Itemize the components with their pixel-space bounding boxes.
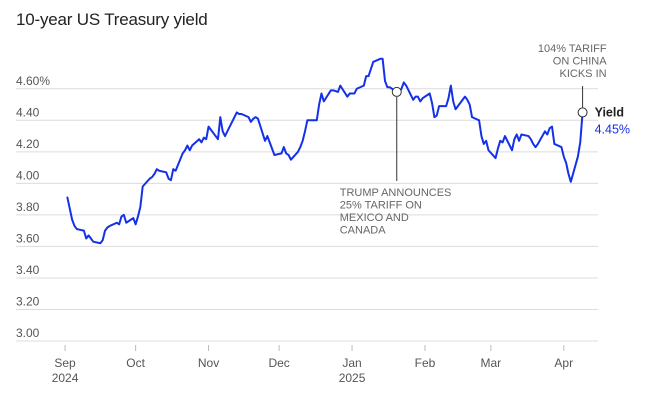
x-tick-year: 2025	[339, 371, 366, 385]
x-tick-label: Oct	[126, 356, 145, 370]
y-tick-label: 4.60%	[16, 74, 50, 88]
annotation-text: 104% TARIFF	[538, 43, 607, 55]
annotation-text: TRUMP ANNOUNCES	[340, 187, 452, 199]
x-tick-label: Feb	[415, 356, 436, 370]
y-tick-label: 3.00	[16, 326, 40, 340]
x-tick-label: Nov	[198, 356, 219, 370]
annotation-text: KICKS IN	[560, 68, 607, 80]
y-tick-label: 3.40	[16, 263, 40, 277]
chart-title: 10-year US Treasury yield	[16, 10, 208, 29]
x-tick-label: Mar	[481, 356, 502, 370]
annotation-marker	[577, 107, 588, 118]
annotation-text: CANADA	[340, 225, 387, 237]
end-label-name: Yield	[595, 105, 624, 119]
annotation-text: ON CHINA	[553, 56, 607, 68]
annotation-text: MEXICO AND	[340, 212, 409, 224]
y-tick-label: 4.20	[16, 137, 40, 151]
annotation-marker	[391, 86, 402, 97]
y-tick-label: 4.00	[16, 168, 40, 182]
gridlines	[16, 88, 598, 342]
x-tick-label: Dec	[268, 356, 289, 370]
series-line	[66, 57, 584, 245]
x-tick-label: Jan	[342, 356, 361, 370]
end-label-value: 4.45%	[595, 122, 630, 136]
annotation-text: 25% TARIFF ON	[340, 200, 422, 212]
y-tick-label: 3.60	[16, 231, 40, 245]
x-tick-year: 2024	[52, 371, 79, 385]
series-layer	[66, 57, 584, 245]
y-tick-label: 3.80	[16, 200, 40, 214]
y-tick-label: 4.40	[16, 105, 40, 119]
x-tick-label: Apr	[554, 356, 573, 370]
y-tick-label: 3.20	[16, 294, 40, 308]
x-tick-label: Sep	[54, 356, 76, 370]
y-axis-ticks: 3.00 3.20 3.40 3.60 3.80 4.00 4.20 4.40 4.60%	[16, 74, 50, 340]
